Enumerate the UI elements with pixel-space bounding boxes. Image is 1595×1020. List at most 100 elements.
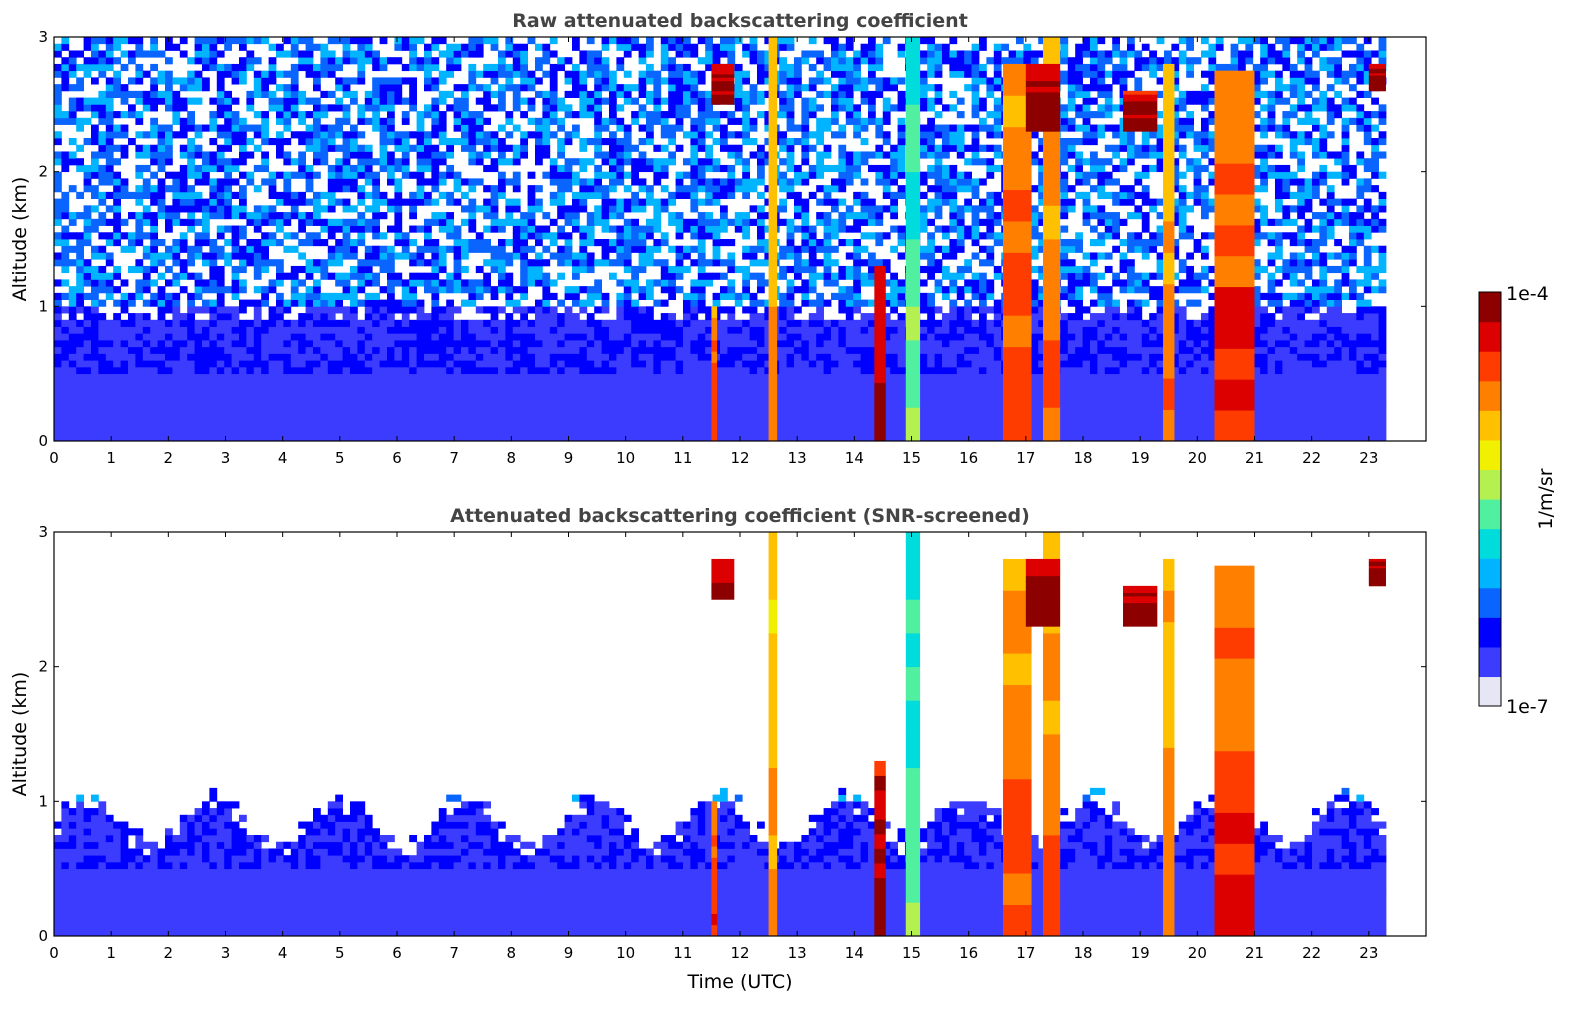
- heatmap-cell: [734, 212, 743, 220]
- heatmap-cell: [416, 306, 425, 314]
- heatmap-cell: [734, 84, 743, 92]
- heatmap-cell: [157, 252, 166, 260]
- heatmap-cell: [497, 414, 506, 422]
- heatmap-cell: [90, 326, 99, 334]
- heatmap-cell: [312, 212, 321, 220]
- heatmap-cell: [475, 245, 484, 253]
- heatmap-cell: [172, 420, 181, 428]
- heatmap-cell: [120, 218, 129, 226]
- heatmap-cell: [475, 306, 484, 314]
- heatmap-cell: [483, 225, 491, 233]
- heatmap-cell: [616, 144, 625, 152]
- heatmap-cell: [76, 333, 84, 341]
- heatmap-cell: [786, 299, 795, 307]
- heatmap-cell: [527, 212, 536, 220]
- heatmap-cell: [275, 380, 284, 388]
- heatmap-cell: [579, 326, 588, 334]
- heatmap-cell: [527, 198, 536, 206]
- heatmap-cell: [867, 373, 876, 381]
- heatmap-cell: [54, 218, 62, 226]
- heatmap-cell: [690, 70, 699, 78]
- heatmap-cell: [224, 407, 232, 415]
- heatmap-cell: [675, 232, 684, 240]
- heatmap-cell: [801, 232, 810, 240]
- heatmap-cell: [172, 198, 181, 206]
- heatmap-cell: [742, 50, 750, 58]
- heatmap-cell: [305, 292, 314, 300]
- heatmap-cell: [379, 427, 388, 435]
- heatmap-cell: [830, 326, 839, 334]
- heatmap-cell: [727, 346, 736, 354]
- heatmap-cell: [394, 77, 403, 85]
- heatmap-cell: [505, 117, 514, 125]
- heatmap-cell: [853, 104, 861, 112]
- heatmap-cell: [867, 387, 876, 395]
- heatmap-cell: [490, 259, 499, 267]
- heatmap-cell: [816, 218, 824, 226]
- heatmap-cell: [557, 333, 565, 341]
- heatmap-cell: [268, 313, 277, 321]
- heatmap-cell: [54, 178, 62, 186]
- heatmap-cell: [845, 205, 854, 213]
- heatmap-cell: [142, 218, 151, 226]
- heatmap-cell: [61, 340, 70, 348]
- heatmap-cell: [453, 252, 462, 260]
- heatmap-cell: [490, 400, 499, 408]
- heatmap-cell: [438, 279, 447, 287]
- heatmap-cell: [505, 420, 514, 428]
- heatmap-cell: [216, 131, 225, 139]
- heatmap-cell: [564, 366, 573, 375]
- heatmap-cell: [268, 420, 277, 428]
- heatmap-cell: [682, 340, 691, 348]
- heatmap-cell: [690, 77, 699, 85]
- heatmap-cell: [172, 326, 181, 334]
- heatmap-cell: [261, 414, 269, 422]
- heatmap-cell: [61, 353, 70, 361]
- heatmap-cell: [135, 218, 144, 226]
- heatmap-cell: [719, 212, 728, 220]
- heatmap-cell: [853, 111, 861, 119]
- heatmap-cell: [571, 111, 580, 119]
- heatmap-cell: [261, 232, 269, 240]
- heatmap-cell: [290, 340, 299, 348]
- heatmap-cell: [187, 353, 195, 361]
- heatmap-cell: [823, 393, 832, 401]
- heatmap-cell: [756, 232, 765, 240]
- heatmap-cell: [527, 380, 536, 388]
- heatmap-cell: [83, 57, 92, 65]
- heatmap-cell: [142, 272, 151, 280]
- heatmap-cell: [164, 360, 173, 368]
- heatmap-cell: [275, 171, 284, 179]
- heatmap-cell: [682, 373, 691, 381]
- heatmap-cell: [261, 292, 269, 300]
- heatmap-cell: [571, 178, 580, 186]
- heatmap-cell: [253, 218, 262, 226]
- heatmap-cell: [853, 50, 861, 58]
- heatmap-cell: [364, 178, 373, 186]
- heatmap-cell: [801, 414, 810, 422]
- heatmap-cell: [645, 279, 654, 287]
- heatmap-cell: [734, 346, 743, 354]
- heatmap-cell: [705, 198, 713, 206]
- heatmap-cell: [113, 198, 121, 206]
- heatmap-cell: [483, 380, 491, 388]
- heatmap-cell: [431, 131, 440, 139]
- heatmap-cell: [135, 279, 144, 287]
- heatmap-cell: [298, 111, 306, 119]
- heatmap-cell: [423, 225, 432, 233]
- heatmap-cell: [224, 90, 232, 98]
- heatmap-cell: [172, 117, 181, 125]
- heatmap-cell: [312, 104, 321, 112]
- heatmap-cell: [460, 414, 469, 422]
- heatmap-cell: [401, 164, 410, 173]
- heatmap-cell: [349, 77, 358, 85]
- heatmap-cell: [483, 164, 491, 173]
- heatmap-cell: [586, 37, 595, 45]
- heatmap-cell: [579, 265, 588, 274]
- heatmap-cell: [268, 218, 277, 226]
- heatmap-cell: [631, 366, 639, 375]
- heatmap-cell: [416, 158, 425, 166]
- heatmap-cell: [608, 326, 617, 334]
- heatmap-cell: [446, 57, 454, 65]
- heatmap-cell: [682, 131, 691, 139]
